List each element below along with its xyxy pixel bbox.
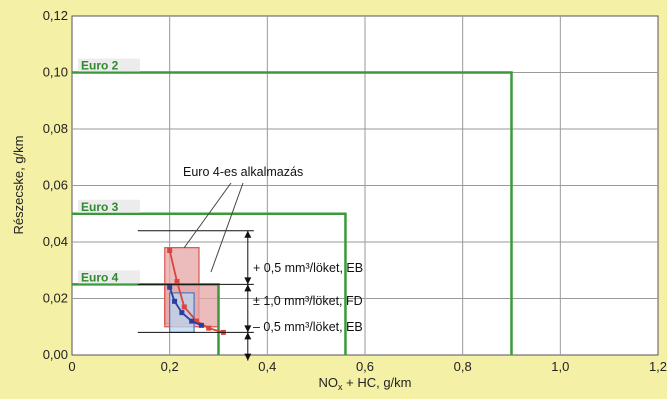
x-tick-label: 0,4 <box>258 359 276 374</box>
x-tick-label: 0,2 <box>161 359 179 374</box>
standard-label: Euro 4 <box>81 270 119 284</box>
annotation-pm: ± 1,0 mm³/löket, FD <box>253 294 363 308</box>
y-tick-label: 0,02 <box>43 291 68 306</box>
series-point <box>198 322 204 328</box>
y-tick-label: 0,08 <box>43 121 68 136</box>
series-point <box>172 298 178 304</box>
annotation-leader-1 <box>183 182 232 249</box>
y-axis-title: Részecske, g/km <box>11 136 26 235</box>
y-tick-label: 0,06 <box>43 178 68 193</box>
standard-label-bg <box>78 58 140 72</box>
standard-label-bg <box>78 199 140 213</box>
annotation-euro4-application: Euro 4-es alkalmazás <box>183 165 303 179</box>
x-tick-label: 1,2 <box>649 359 667 374</box>
series-point <box>167 247 173 253</box>
series-point <box>181 304 187 310</box>
x-tick-label: 0,8 <box>454 359 472 374</box>
x-tick-labels: 0 0,2 0,4 0,6 0,8 1,0 1,2 <box>68 359 667 374</box>
standard-label-bg <box>78 270 140 284</box>
series-point <box>189 318 195 324</box>
annotation-leader-2 <box>210 182 244 273</box>
bracket-arrow <box>244 325 252 333</box>
series-point <box>174 279 180 285</box>
standard-label: Euro 3 <box>81 200 119 214</box>
bracket-arrow <box>244 332 252 340</box>
standard-label: Euro 2 <box>81 59 119 73</box>
y-tick-label: 0,00 <box>43 347 68 362</box>
y-tick-label: 0,04 <box>43 234 68 249</box>
annotation-minus: – 0,5 mm³/löket, EB <box>253 320 363 334</box>
x-tick-label: 0,6 <box>356 359 374 374</box>
y-tick-label: 0,10 <box>43 65 68 80</box>
series-point <box>167 284 173 290</box>
standard-limit-line <box>72 212 347 355</box>
emission-standards: Euro 2 Euro 3 Euro 4 <box>72 58 513 355</box>
y-tick-label: 0,12 <box>43 8 68 23</box>
annotation-plus: + 0,5 mm³/löket, EB <box>253 261 363 275</box>
bracket-arrow <box>244 277 252 285</box>
y-tick-labels: 0,00 0,02 0,04 0,06 0,08 0,10 0,12 <box>43 8 68 362</box>
series-point <box>206 325 212 331</box>
bracket-arrow <box>244 230 252 238</box>
x-axis-title: NOx + HC, g/km <box>319 375 412 392</box>
standard-limit-line <box>72 71 513 355</box>
bracket-arrow <box>244 353 252 361</box>
x-tick-label: 1,0 <box>551 359 569 374</box>
data-series <box>167 247 226 335</box>
bracket-arrow <box>244 284 252 292</box>
series-point <box>194 318 200 324</box>
series-point <box>179 310 185 316</box>
x-tick-label: 0 <box>68 359 75 374</box>
brackets <box>137 230 254 361</box>
